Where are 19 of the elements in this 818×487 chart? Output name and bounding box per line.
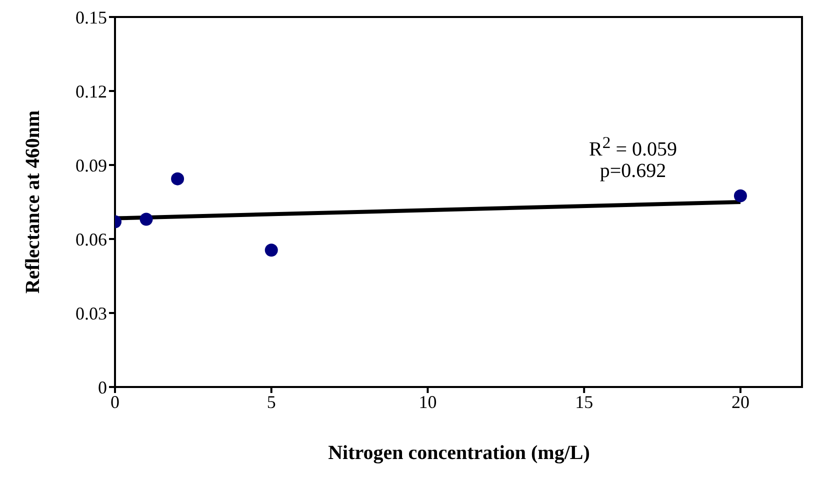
- y-axis-title: Reflectance at 460nm: [22, 110, 44, 294]
- annotation: p=0.692: [598, 159, 668, 183]
- y-tick-label: 0.09: [76, 155, 107, 176]
- point: [734, 189, 747, 202]
- point: [171, 172, 184, 186]
- point: [264, 244, 278, 257]
- annotation: R$^{2}$ = 0.059: [588, 132, 678, 162]
- x-tick-label: 5: [266, 392, 276, 412]
- y-tick-label: 0: [98, 377, 107, 398]
- y-tick-label: 0.06: [76, 229, 107, 250]
- x-axis-title: Nitrogen concentration (mg/L): [328, 442, 590, 464]
- x-tick-label: 20: [731, 392, 750, 412]
- point: [140, 212, 153, 226]
- y-tick-label: 0.15: [76, 7, 107, 28]
- y-tick-label: 0.03: [76, 303, 107, 324]
- x-tick-label: 0: [110, 392, 120, 412]
- y-tick-label: 0.12: [76, 81, 107, 102]
- x-tick-label: 15: [575, 392, 594, 412]
- x-tick-label: 10: [418, 392, 437, 412]
